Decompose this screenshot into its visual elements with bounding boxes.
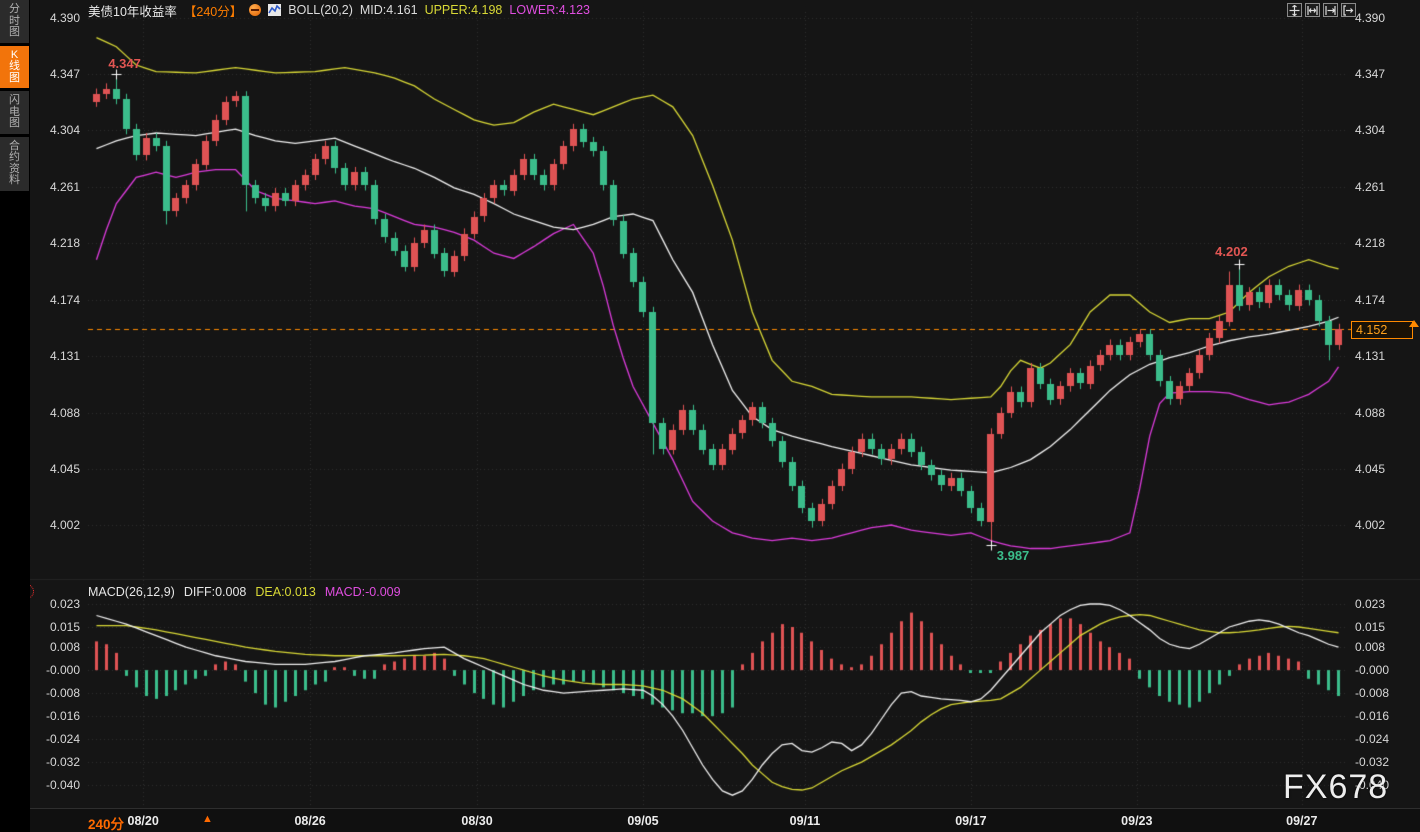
date-tick-label: 09/05: [627, 814, 659, 828]
macd-axis-label: -0.032: [1355, 755, 1390, 770]
macd-axis-label: -0.008: [45, 686, 80, 701]
price-axis-label: 4.218: [49, 235, 80, 250]
macd-diff-value: DIFF:0.008: [183, 585, 247, 599]
macd-axis-label: 0.023: [49, 597, 80, 611]
price-axis-label: 4.088: [49, 405, 80, 420]
macd-axis-label: -0.032: [45, 755, 80, 770]
price-axis-label: 4.390: [49, 11, 80, 25]
period-selector[interactable]: 240分: [88, 817, 125, 832]
macd-axis-label: -0.024: [45, 732, 80, 747]
current-price-label: 4.152: [1351, 321, 1413, 339]
tab-char: 电: [9, 105, 20, 118]
date-tick-label: 09/27: [1286, 814, 1318, 828]
period-badge: 【240分】: [183, 4, 243, 19]
macd-axis-label: -0.024: [1355, 732, 1390, 747]
macd-dea-value: DEA:0.013: [255, 585, 316, 599]
boll-upper-value: UPPER:4.198: [424, 3, 503, 17]
tab-char: 时: [9, 14, 20, 27]
tab-char: 闪: [9, 94, 20, 106]
macd-axis-label: 0.008: [1355, 640, 1386, 655]
watermark: FX678: [1283, 768, 1389, 806]
price-axis-label: 4.131: [49, 349, 80, 364]
tab-char: 图: [9, 71, 20, 84]
tab-char: 线: [9, 60, 20, 72]
sidebar-tab-3[interactable]: 闪电图: [0, 91, 29, 134]
price-axis-label: 4.045: [49, 461, 80, 476]
tab-char: 约: [9, 151, 20, 163]
price-axis-label: 4.174: [49, 293, 80, 308]
date-tick-label: 09/11: [789, 814, 821, 828]
boll-lower-value: LOWER:4.123: [509, 3, 590, 17]
pan-icon[interactable]: [1287, 3, 1302, 17]
price-annotation: 4.202: [1215, 243, 1248, 259]
macd-axis-label: 0.015: [1355, 620, 1386, 634]
price-axis-label: 4.002: [49, 518, 80, 532]
macd-header: MACD(26,12,9) DIFF:0.008 DEA:0.013 MACD:…: [88, 585, 401, 599]
macd-hist-value: MACD:-0.009: [324, 585, 401, 599]
macd-axis-label: 0.015: [49, 620, 80, 634]
price-axis-label: 4.218: [1355, 235, 1386, 250]
shift-right-icon[interactable]: [1323, 3, 1338, 17]
macd-axis-label: 0.008: [49, 640, 80, 655]
boll-label: BOLL(20,2): [288, 3, 353, 17]
mini-chart-icon: [268, 4, 282, 16]
price-axis-label: 4.131: [1355, 349, 1386, 364]
price-axis-label: 4.174: [1355, 293, 1386, 308]
tab-char: 料: [9, 174, 20, 186]
price-axis-label: 4.261: [1355, 179, 1386, 194]
sidebar-tab-1[interactable]: 分时图: [0, 0, 29, 43]
price-axis-label: 4.261: [49, 179, 80, 194]
tab-char: K: [10, 48, 19, 61]
sidebar-tab-4[interactable]: 合约资料: [0, 136, 29, 191]
tab-char: 合: [9, 139, 20, 152]
tab-char: 分: [9, 3, 20, 15]
macd-axis-label: 0.023: [1355, 597, 1386, 611]
symbol-title: 美债10年收益率: [88, 4, 177, 19]
chart-toolbar: [1287, 3, 1356, 17]
macd-axis-label: -0.016: [1355, 709, 1390, 724]
collapse-icon[interactable]: [249, 4, 262, 16]
date-tick-label: 08/30: [461, 814, 493, 828]
macd-axis-label: -0.000: [45, 663, 80, 678]
time-axis-bar: 240分 ▲ 08/20 08/26 08/30 09/05 09/11 09/17 09/…: [30, 808, 1420, 832]
price-axis-label: 4.347: [1355, 67, 1386, 82]
price-axis-label: 4.045: [1355, 461, 1386, 476]
price-axis-label: 4.088: [1355, 405, 1386, 420]
price-axis-label: 4.304: [1355, 123, 1386, 138]
date-tick-label: 09/17: [955, 814, 987, 828]
macd-axis-label: -0.008: [1355, 686, 1390, 701]
macd-axis-label: -0.040: [1355, 778, 1390, 793]
current-price-arrow-icon: [1409, 320, 1419, 327]
price-axis-label: 4.347: [49, 67, 80, 82]
price-axis-label: 4.390: [1355, 11, 1386, 25]
chart-header: 美债10年收益率 【240分】 BOLL(20,2) MID:4.161 UPP…: [88, 2, 590, 19]
tab-char: 图: [9, 117, 20, 129]
date-tick-label: 08/26: [294, 814, 326, 828]
price-axis-label: 4.002: [1355, 518, 1386, 532]
macd-axis-label: -0.040: [45, 778, 80, 793]
date-tick-label: 09/23: [1121, 814, 1153, 828]
price-axis-label: 4.304: [49, 123, 80, 138]
price-annotation: 3.987: [996, 547, 1030, 563]
macd-axis-label: -0.016: [45, 709, 80, 724]
date-tick-label: 08/20: [127, 814, 159, 828]
price-annotation: 4.347: [108, 56, 141, 72]
tab-char: 资: [9, 162, 20, 175]
macd-axis-label: -0.000: [1355, 663, 1390, 678]
macd-label: MACD(26,12,9): [88, 585, 175, 599]
fit-range-icon[interactable]: [1305, 3, 1320, 17]
period-arrow-icon[interactable]: ▲: [202, 813, 213, 825]
go-to-latest-icon[interactable]: [1341, 3, 1356, 17]
boll-mid-value: MID:4.161: [359, 3, 418, 17]
tab-char: 图: [9, 26, 20, 38]
